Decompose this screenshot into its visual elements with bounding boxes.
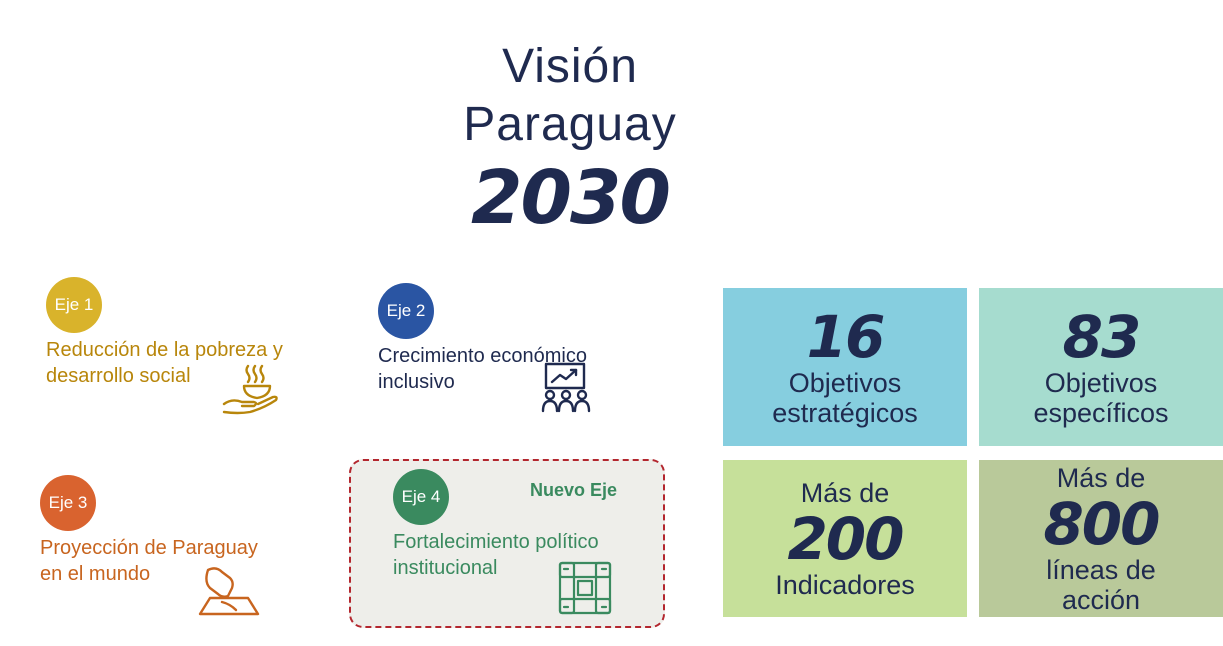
stat-label-line1: Objetivos — [788, 368, 902, 398]
eje-4: Eje 4 Fortalecimiento político instituci… — [393, 469, 599, 581]
stat-tile-objetivos-estrategicos: 16 Objetivos estratégicos — [723, 288, 967, 446]
stat-label-line2: específicos — [1033, 398, 1169, 428]
eje-3-badge: Eje 3 — [40, 475, 96, 531]
stat-prefix: Más de — [800, 477, 890, 508]
title-line-vision: Visión — [502, 40, 638, 93]
eje-2: Eje 2 Crecimiento económico inclusivo — [378, 283, 587, 395]
hand-bowl-icon — [222, 364, 278, 415]
stat-label-line2: acción — [1061, 584, 1141, 615]
eje-4-badge: Eje 4 — [393, 469, 449, 525]
stat-label-line1: Objetivos — [1044, 368, 1158, 398]
eje-1-line1: Reducción de la pobreza y — [46, 339, 283, 361]
new-eje-tag: Nuevo Eje — [530, 480, 618, 500]
stat-tile-indicadores: Más de 200 Indicadores — [723, 460, 967, 617]
stat-number-200: 200 — [787, 504, 904, 573]
eje-2-line2: inclusivo — [378, 371, 455, 393]
eje-2-description: Crecimiento económico inclusivo — [378, 343, 587, 395]
stat-number-800: 800 — [1043, 489, 1160, 558]
stat-label-line2: estratégicos — [772, 398, 918, 428]
eje-4-line1: Fortalecimiento político — [393, 531, 599, 553]
joined-hands-icon — [558, 561, 612, 615]
eje-3-line2: en el mundo — [40, 563, 151, 585]
title-year: 2030 — [471, 155, 671, 241]
stat-tile-objetivos-especificos: 83 Objetivos específicos — [979, 288, 1223, 446]
eje-3-line1: Proyección de Paraguay — [40, 537, 258, 559]
eje-1-description: Reducción de la pobreza y desarrollo soc… — [46, 337, 283, 389]
eje-2-line1: Crecimiento económico — [378, 345, 587, 367]
eje-1-badge: Eje 1 — [46, 277, 102, 333]
eje-1-line2: desarrollo social — [46, 365, 191, 387]
stat-number-16: 16 — [806, 303, 886, 371]
stat-prefix: Más de — [1056, 462, 1146, 493]
eje-4-line2: institucional — [393, 557, 498, 579]
page-title: Visión Paraguay 2030 — [420, 38, 720, 240]
eje-2-badge: Eje 2 — [378, 283, 434, 339]
stat-label-line1: Indicadores — [775, 569, 915, 600]
eje-3: Eje 3 Proyección de Paraguay en el mundo — [40, 475, 258, 587]
stat-number-83: 83 — [1062, 303, 1142, 371]
eje-1: Eje 1 Reducción de la pobreza y desarrol… — [46, 277, 283, 389]
stat-tile-lineas-de-accion: Más de 800 líneas de acción — [979, 460, 1223, 617]
eje-4-description: Fortalecimiento político institucional — [393, 529, 599, 581]
map-icon — [198, 567, 260, 616]
title-line-paraguay: Paraguay — [463, 98, 677, 151]
stat-label-line1: líneas de — [1046, 554, 1156, 585]
eje-3-description: Proyección de Paraguay en el mundo — [40, 535, 258, 587]
presentation-chart-icon — [541, 362, 591, 413]
